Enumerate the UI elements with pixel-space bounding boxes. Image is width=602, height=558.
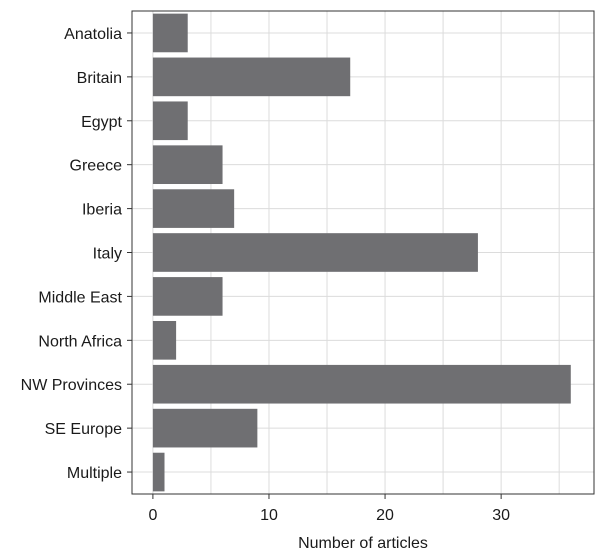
bar [152, 233, 478, 272]
bar [152, 145, 223, 185]
bar [152, 452, 165, 492]
bar [152, 189, 235, 228]
bar [152, 101, 188, 141]
y-tick-label: Egypt [81, 114, 122, 131]
bar [152, 277, 223, 316]
y-tick-label: Britain [77, 70, 122, 87]
bar [152, 57, 351, 97]
bar [152, 364, 571, 404]
x-tick-label: 30 [492, 507, 510, 524]
y-tick-label: SE Europe [45, 421, 122, 438]
y-tick-label: Middle East [38, 289, 122, 306]
bar [152, 320, 177, 360]
x-tick-label: 20 [376, 507, 394, 524]
y-tick-label: NW Provinces [21, 377, 122, 394]
bar [152, 408, 258, 448]
x-tick-label: 10 [260, 507, 278, 524]
y-tick-label: North Africa [38, 333, 122, 350]
y-tick-label: Greece [70, 158, 123, 175]
y-tick-label: Italy [93, 246, 122, 263]
y-tick-label: Anatolia [64, 26, 122, 43]
x-tick-label: 0 [148, 507, 157, 524]
y-axis: Anatolia Britain Egypt Greece Iberia Italy Mid… [21, 26, 132, 482]
y-tick-label: Iberia [82, 202, 122, 219]
x-axis-title: Number of articles [298, 535, 428, 552]
x-axis: 0 10 20 30 [148, 494, 510, 524]
bar [152, 13, 188, 53]
y-tick-label: Multiple [67, 465, 122, 482]
bars [152, 13, 571, 492]
